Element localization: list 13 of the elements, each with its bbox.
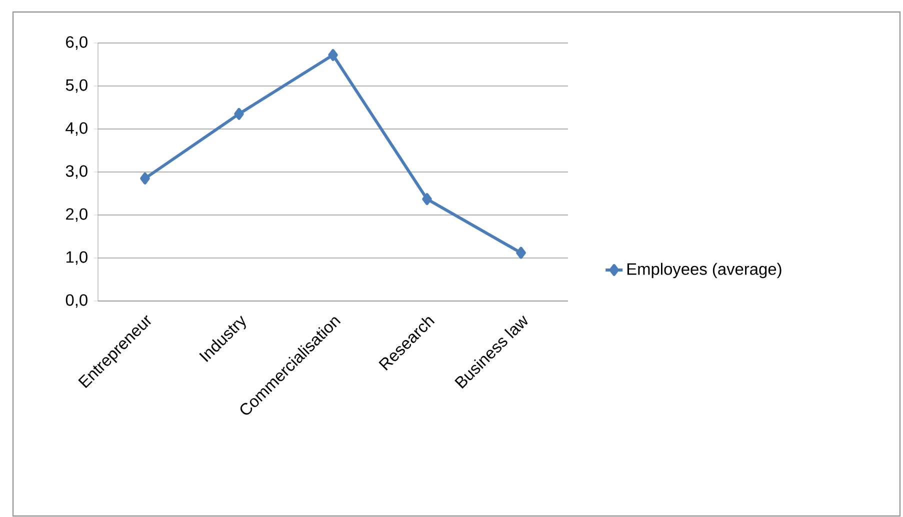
point xyxy=(422,193,432,206)
point xyxy=(516,246,526,259)
legend-label: Employees (average) xyxy=(627,262,782,278)
point xyxy=(140,172,150,184)
y-tick-label: 1,0 xyxy=(66,251,88,265)
y-tick-label: 4,0 xyxy=(66,122,88,136)
y-tick-label: 5,0 xyxy=(66,79,88,93)
y-tick-label: 2,0 xyxy=(66,208,88,222)
y-tick-label: 0,0 xyxy=(66,294,88,308)
point xyxy=(234,108,244,120)
point xyxy=(328,49,338,62)
y-tick-label: 6,0 xyxy=(66,36,88,50)
y-tick-label: 3,0 xyxy=(66,165,88,179)
